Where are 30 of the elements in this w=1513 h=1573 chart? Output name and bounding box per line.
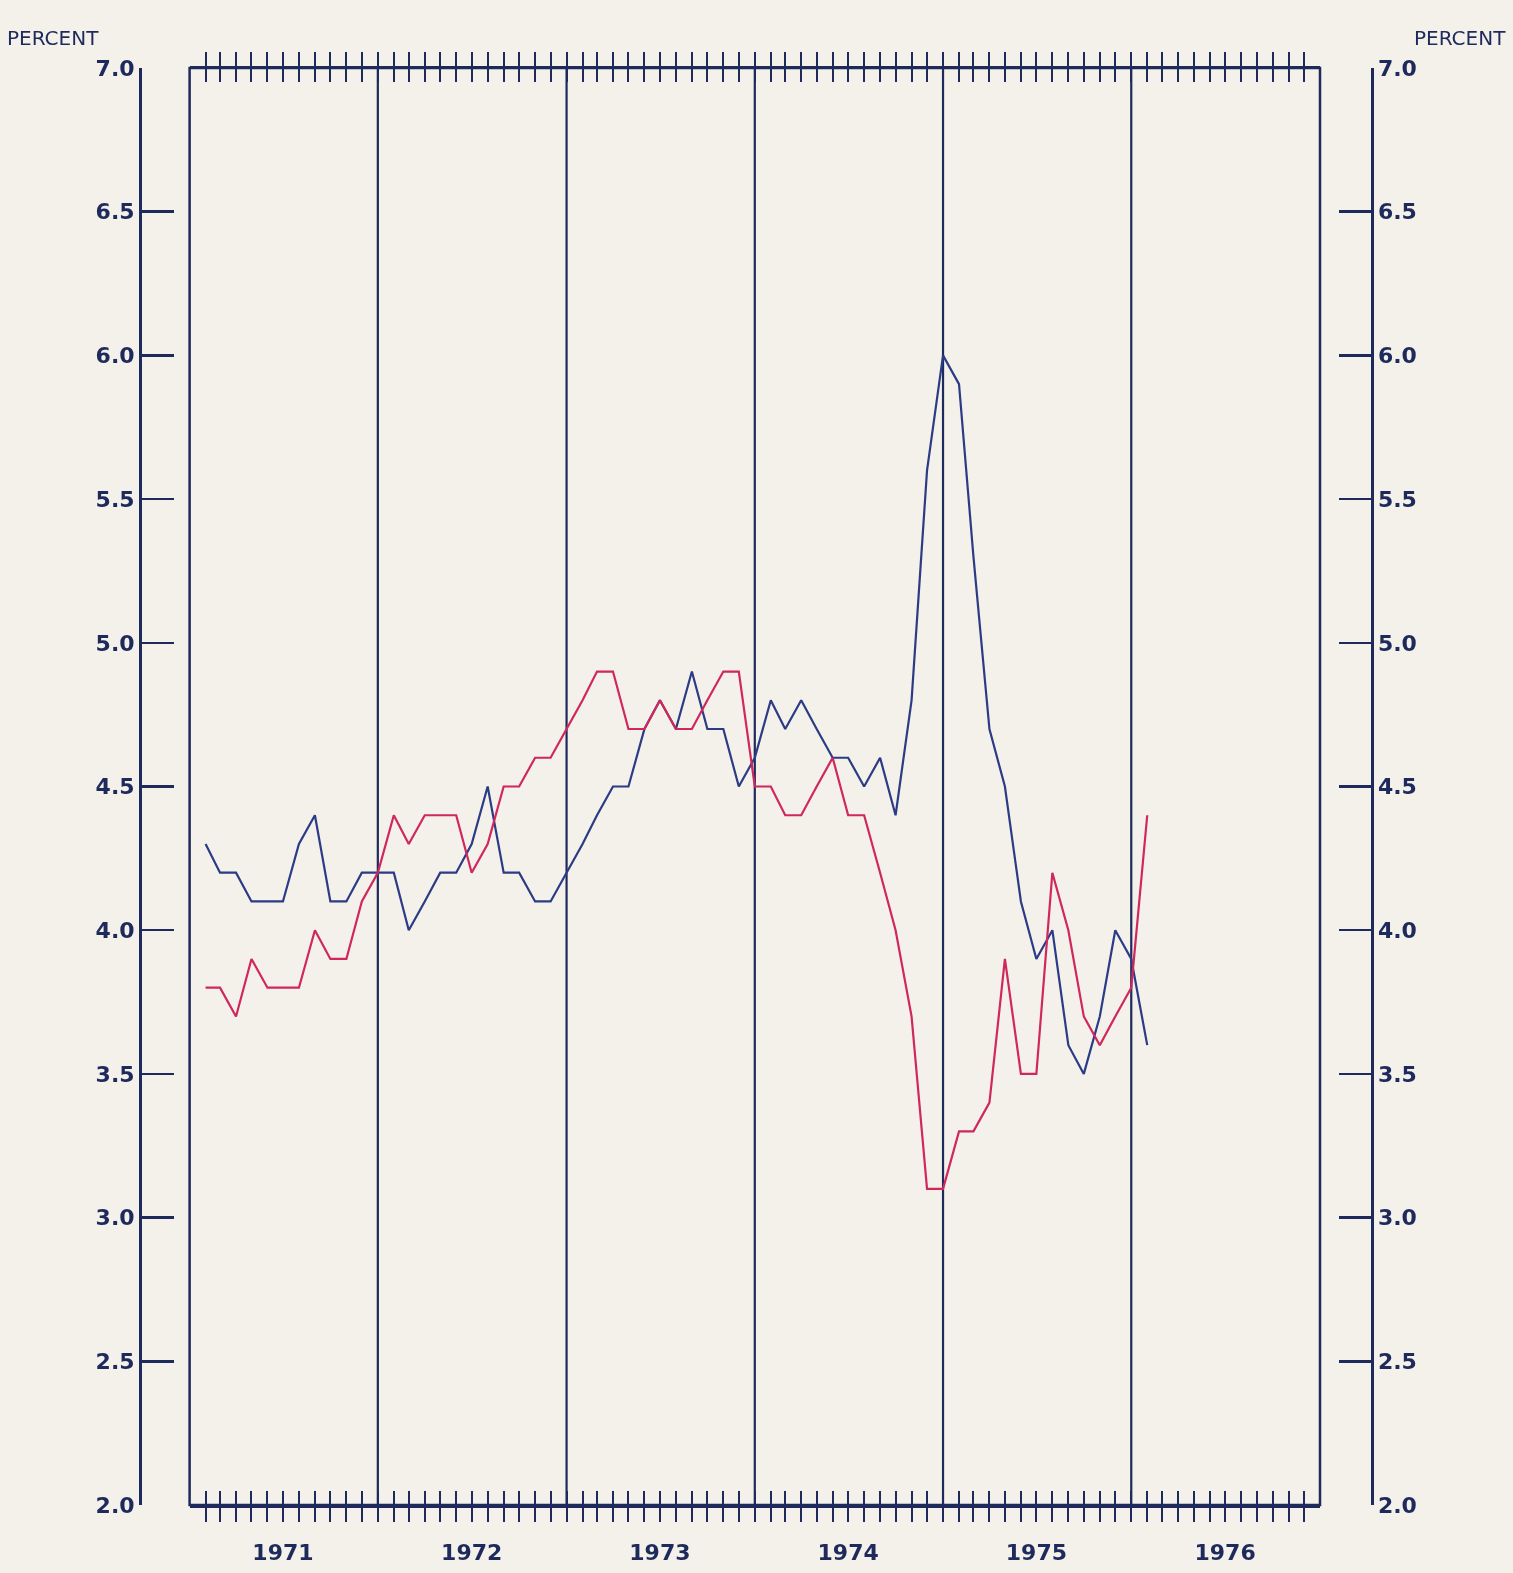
- y2-axis-title: PERCENT: [1414, 26, 1507, 50]
- y-tick-label: 5.5: [95, 486, 135, 512]
- x-tick-label: 1974: [817, 1539, 879, 1565]
- y2-tick-label: 3.0: [1377, 1205, 1417, 1231]
- y-tick-label: 2.5: [95, 1349, 135, 1374]
- x-tick-label: 1971: [252, 1539, 314, 1565]
- y2-tick-label: 6.0: [1377, 343, 1417, 369]
- y-tick-label: 3.5: [95, 1061, 135, 1087]
- x-tick-label: 1975: [1005, 1539, 1067, 1565]
- y2-tick-label: 3.5: [1377, 1061, 1417, 1087]
- y2-tick-label: 7.0: [1377, 55, 1417, 81]
- x-tick-label: 1976: [1194, 1539, 1256, 1565]
- y2-tick-label: 5.0: [1377, 630, 1417, 656]
- y-tick-label: 5.0: [95, 630, 135, 656]
- y-tick-label: 3.0: [95, 1205, 135, 1231]
- y2-tick-label: 4.0: [1377, 917, 1417, 943]
- y-tick-label: 2.0: [95, 1492, 135, 1518]
- x-tick-label: 1973: [629, 1539, 691, 1565]
- y-axis-title: PERCENT: [7, 26, 100, 50]
- y-tick-label: 4.0: [95, 917, 135, 943]
- y2-tick-label: 4.5: [1377, 774, 1417, 800]
- y2-tick-label: 5.5: [1377, 486, 1417, 512]
- y-tick-label: 4.5: [95, 774, 135, 800]
- y-tick-label: 7.0: [95, 55, 135, 81]
- x-tick-label: 1972: [441, 1539, 503, 1565]
- y-tick-label: 6.5: [95, 199, 135, 225]
- y2-tick-label: 2.5: [1377, 1349, 1417, 1374]
- y2-tick-label: 2.0: [1377, 1492, 1417, 1518]
- y-tick-label: 6.0: [95, 343, 135, 369]
- y2-tick-label: 6.5: [1377, 199, 1417, 225]
